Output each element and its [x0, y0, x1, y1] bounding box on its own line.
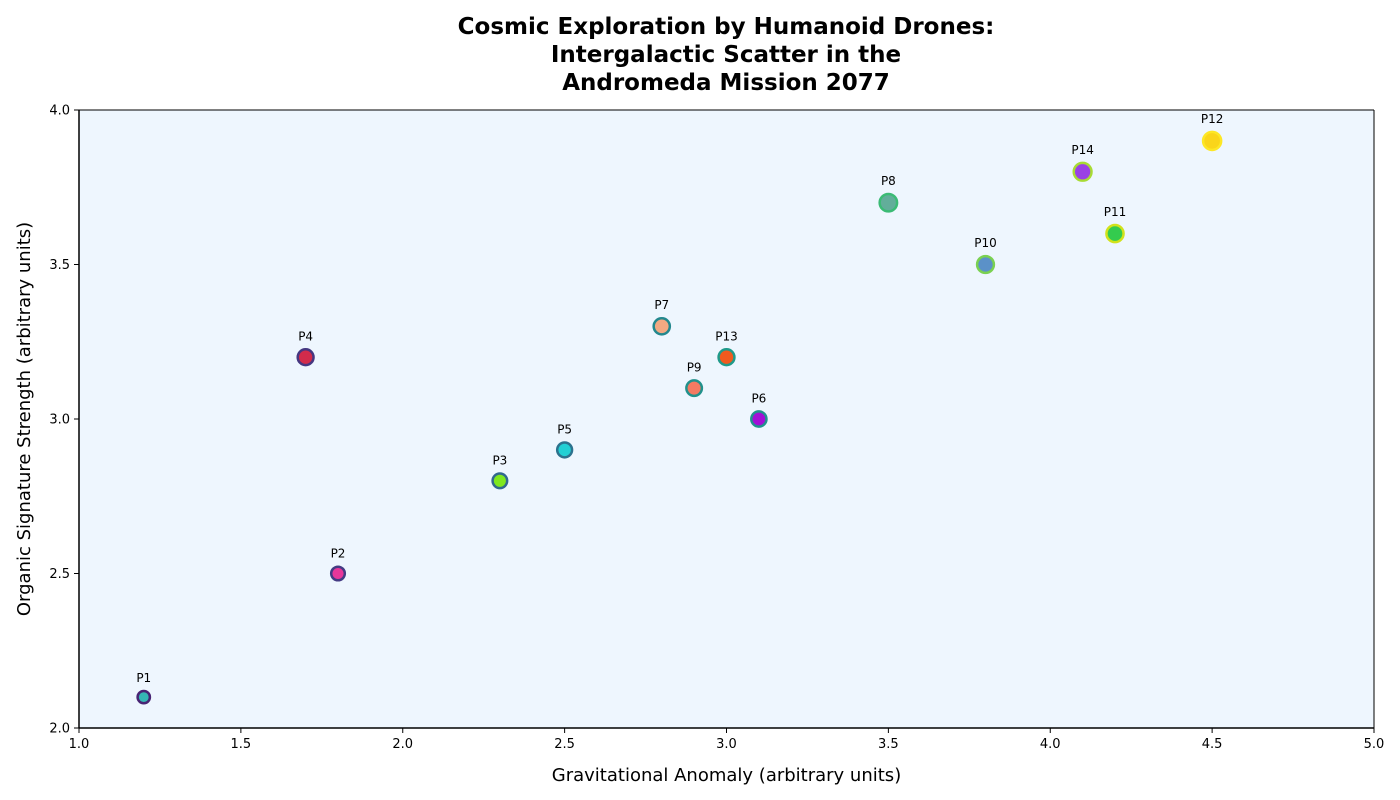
point-label: P1 — [136, 671, 151, 685]
point-label: P10 — [974, 236, 997, 250]
scatter-point — [1105, 223, 1125, 244]
scatter-point — [878, 192, 899, 213]
x-tick-label: 3.5 — [878, 737, 899, 752]
point-label: P3 — [492, 454, 507, 468]
scatter-point — [652, 316, 672, 336]
point-label: P14 — [1071, 143, 1094, 157]
scatter-point — [491, 472, 509, 490]
plot-area — [79, 110, 1374, 728]
chart-title-line: Cosmic Exploration by Humanoid Drones: — [458, 14, 995, 40]
x-axis-label: Gravitational Anomaly (arbitrary units) — [552, 765, 901, 786]
x-tick-label: 4.5 — [1202, 737, 1223, 752]
y-axis-label: Organic Signature Strength (arbitrary un… — [14, 222, 35, 616]
point-label: P8 — [881, 174, 896, 188]
scatter-point — [975, 254, 996, 275]
scatter-point — [1072, 161, 1093, 182]
x-tick-label: 4.0 — [1040, 737, 1061, 752]
scatter-point — [329, 565, 347, 582]
point-label: P4 — [298, 329, 313, 343]
y-tick-label: 3.5 — [49, 258, 70, 273]
scatter-point — [717, 348, 736, 367]
y-axis-ticks: 2.0 2.5 3.0 3.5 4.0 — [49, 104, 79, 737]
y-tick-label: 3.0 — [49, 413, 70, 428]
scatter-point — [296, 348, 315, 367]
y-tick-label: 4.0 — [49, 104, 70, 119]
y-tick-label: 2.0 — [49, 722, 70, 737]
scatter-point — [1201, 130, 1223, 152]
x-tick-label: 5.0 — [1364, 737, 1385, 752]
point-label: P13 — [715, 329, 738, 343]
x-tick-label: 2.0 — [392, 737, 413, 752]
point-label: P11 — [1104, 205, 1127, 219]
point-labels: P1 P2 P3 P4 P5 P6 P7 P8 P9 P10 P11 P12 P13 P14 — [136, 112, 1223, 685]
point-label: P12 — [1201, 112, 1224, 126]
point-label: P5 — [557, 422, 572, 436]
scatter-point — [750, 410, 768, 428]
data-points — [136, 130, 1223, 705]
x-tick-label: 1.0 — [69, 737, 90, 752]
x-tick-label: 2.5 — [554, 737, 575, 752]
point-label: P7 — [654, 298, 669, 312]
chart-title-line: Andromeda Mission 2077 — [562, 70, 890, 96]
chart-title: Cosmic Exploration by Humanoid Drones:In… — [458, 14, 995, 96]
scatter-point — [685, 379, 704, 398]
point-label: P6 — [751, 391, 766, 405]
x-tick-label: 1.5 — [231, 737, 252, 752]
scatter-point — [136, 689, 152, 705]
point-label: P9 — [687, 360, 702, 374]
point-label: P2 — [331, 547, 346, 561]
x-tick-label: 3.0 — [716, 737, 737, 752]
scatter-point — [555, 441, 574, 459]
chart-title-line: Intergalactic Scatter in the — [551, 42, 901, 68]
y-tick-label: 2.5 — [49, 567, 70, 582]
x-axis-ticks: 1.0 1.5 2.0 2.5 3.0 3.5 4.0 4.5 5.0 — [69, 728, 1385, 752]
